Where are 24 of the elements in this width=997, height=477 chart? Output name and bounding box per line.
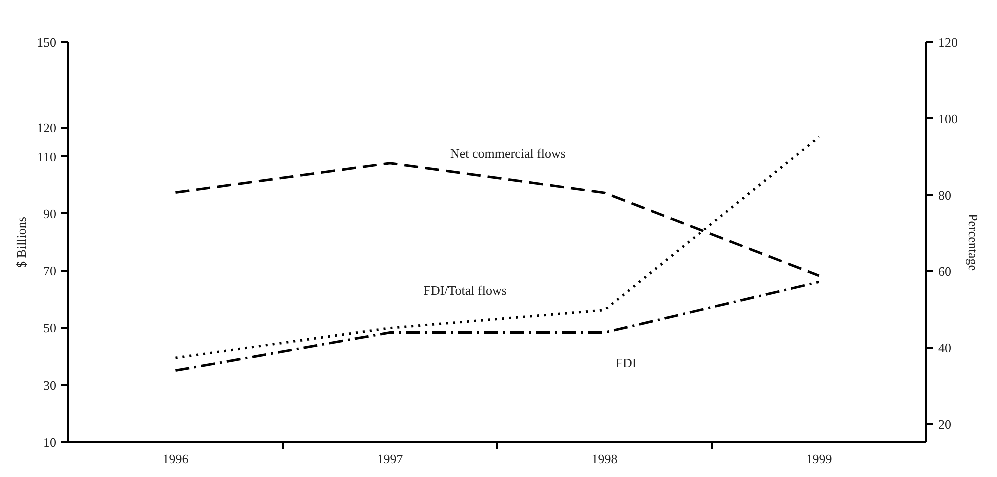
y2-tick-label: 40 bbox=[938, 340, 952, 356]
y-tick-label: 120 bbox=[37, 120, 56, 136]
series-label: FDI bbox=[616, 355, 637, 370]
y-tick-label: 150 bbox=[37, 35, 56, 50]
x-tick-label: 1996 bbox=[162, 452, 190, 466]
y2-axis-title: Percentage bbox=[966, 214, 981, 272]
y2-tick-label: 100 bbox=[938, 111, 958, 126]
y-axis-title: $ Billions bbox=[14, 217, 29, 268]
y-tick-label: 50 bbox=[44, 320, 56, 336]
y2-tick-label: 20 bbox=[938, 417, 952, 432]
y2-tick-label: 80 bbox=[938, 188, 952, 203]
y-tick-label: 30 bbox=[44, 378, 56, 393]
y-tick-label: 70 bbox=[44, 264, 56, 279]
series-label: Net commercial flows bbox=[450, 146, 566, 161]
line-series bbox=[174, 136, 820, 360]
y2-tick-label: 60 bbox=[938, 264, 952, 280]
series-label: FDI/Total flows bbox=[424, 282, 507, 298]
x-tick-label: 1997 bbox=[377, 452, 404, 466]
x-tick-label: 1998 bbox=[592, 452, 618, 466]
y2-tick-label: 120 bbox=[938, 35, 958, 50]
y-tick-label: 10 bbox=[44, 435, 56, 450]
y-tick-label: 110 bbox=[37, 149, 57, 164]
y-tick-label: 90 bbox=[44, 206, 56, 222]
x-tick-label: 1999 bbox=[806, 452, 832, 466]
